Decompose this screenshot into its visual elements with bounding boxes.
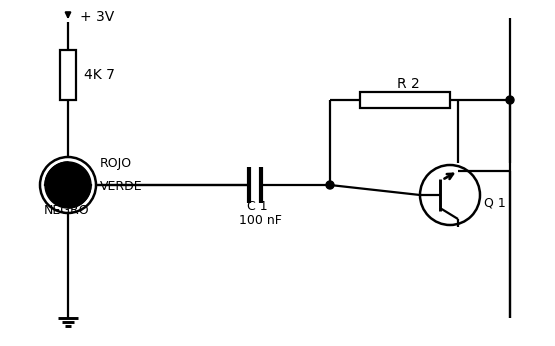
Polygon shape xyxy=(68,162,91,208)
Text: + 3V: + 3V xyxy=(80,10,114,24)
Polygon shape xyxy=(68,185,91,208)
Circle shape xyxy=(326,181,334,189)
Polygon shape xyxy=(45,162,68,185)
Polygon shape xyxy=(45,185,68,208)
Bar xyxy=(360,92,450,108)
Text: C 1: C 1 xyxy=(247,200,268,213)
Text: R 2: R 2 xyxy=(397,77,420,91)
Text: 4K 7: 4K 7 xyxy=(84,68,115,82)
Text: ROJO: ROJO xyxy=(100,156,132,170)
Bar xyxy=(60,50,76,100)
Text: VERDE: VERDE xyxy=(100,181,143,193)
Polygon shape xyxy=(45,162,68,185)
Text: 100 nF: 100 nF xyxy=(239,215,282,228)
Circle shape xyxy=(506,96,514,104)
Text: NEGRO: NEGRO xyxy=(44,204,89,218)
Text: Q 1: Q 1 xyxy=(484,197,506,209)
